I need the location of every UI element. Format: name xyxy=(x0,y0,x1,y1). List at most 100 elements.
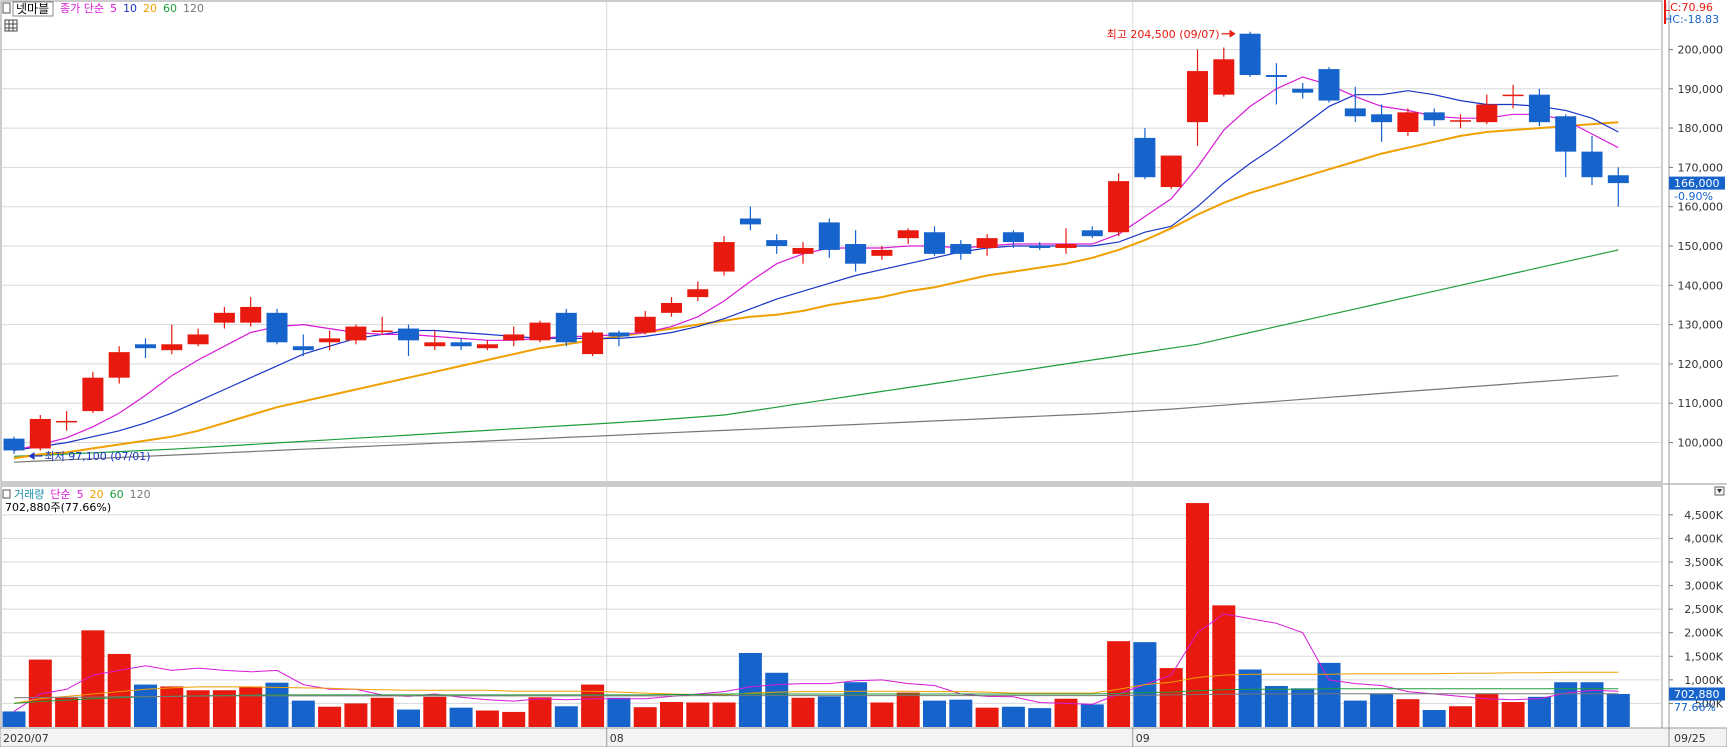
candle-body xyxy=(1581,151,1603,178)
candle-body xyxy=(739,218,761,225)
price-legend: 넷마블 종가 단순 5 10 20 60 120 LC:70.96 HC:-18.83 xyxy=(2,0,1719,32)
candle xyxy=(950,240,972,260)
price-tick-label: 200,000 xyxy=(1678,43,1724,56)
ma-line-10 xyxy=(13,90,1619,451)
volume-y-axis: 500K 1,000K 1,500K 2,000K 2,500K 3,000K 3,500K… xyxy=(1668,484,1724,728)
candle xyxy=(1213,47,1235,97)
x-axis: 2020/07 08 09 09/25 xyxy=(0,727,1727,748)
candle-body xyxy=(1528,94,1550,123)
legend-item: 5 xyxy=(77,488,84,501)
volume-panel[interactable] xyxy=(0,485,1663,729)
price-tick-label: 180,000 xyxy=(1678,122,1724,135)
candle xyxy=(1344,86,1366,123)
candle xyxy=(792,242,814,264)
volume-tick-label: 2,500K xyxy=(1684,603,1723,616)
candle xyxy=(1607,167,1629,207)
candle xyxy=(661,297,682,317)
candle xyxy=(1423,108,1445,127)
volume-bar xyxy=(738,652,762,727)
candle-body xyxy=(1265,75,1287,77)
x-tick-label: 2020/07 xyxy=(3,732,49,745)
volume-bar xyxy=(370,697,394,727)
legend-item: 단순 xyxy=(50,488,70,501)
legend-item: 60 xyxy=(163,2,177,15)
volume-bar xyxy=(975,707,999,727)
candle-body xyxy=(818,222,840,250)
volume-bar xyxy=(186,690,210,727)
volume-bar xyxy=(844,682,868,727)
candle-body xyxy=(1423,112,1445,121)
legend-item: 5 xyxy=(110,2,117,15)
volume-bar xyxy=(291,700,315,727)
candle xyxy=(56,411,78,431)
candle xyxy=(1555,114,1577,178)
volume-bar xyxy=(870,702,894,727)
candle-body xyxy=(713,242,735,272)
candle-body xyxy=(187,334,209,345)
candle xyxy=(739,206,761,231)
candle xyxy=(161,324,183,355)
price-tick-label: 120,000 xyxy=(1678,358,1724,371)
high-arrow-icon xyxy=(1221,29,1236,38)
candle-body xyxy=(976,238,998,248)
candle xyxy=(1108,173,1130,237)
grid-toggle-icon[interactable] xyxy=(4,19,18,32)
volume-bar xyxy=(1264,685,1288,727)
volume-grid xyxy=(1,514,1662,704)
legend-item: 10 xyxy=(123,2,137,15)
volume-bar xyxy=(423,696,447,727)
legend-item: 120 xyxy=(183,2,204,15)
volume-bars xyxy=(2,503,1630,727)
candle xyxy=(187,328,209,347)
candle xyxy=(687,281,709,302)
candle xyxy=(135,338,156,359)
high-arrow-head xyxy=(1229,29,1236,38)
price-panel[interactable] xyxy=(0,0,1663,483)
candle-body xyxy=(1187,71,1208,123)
legend-item: 60 xyxy=(110,488,124,501)
candle-body xyxy=(1502,94,1524,97)
volume-bar xyxy=(765,672,789,727)
volume-bar xyxy=(1028,708,1052,727)
candle xyxy=(3,436,25,454)
volume-bar xyxy=(1475,693,1499,727)
candle xyxy=(766,234,788,254)
candle-body xyxy=(503,334,525,341)
panel-menu-icon[interactable] xyxy=(2,2,11,14)
volume-bar xyxy=(896,692,920,727)
candle-body xyxy=(345,326,367,341)
candle xyxy=(818,218,840,258)
candle xyxy=(713,236,735,276)
candle xyxy=(450,338,472,351)
volume-bar xyxy=(55,697,79,727)
candle xyxy=(924,226,945,256)
x-tick-label: 08 xyxy=(610,732,624,745)
high-annotation: 최고 204,500 (09/07) xyxy=(1107,28,1220,41)
volume-bar xyxy=(1159,668,1183,727)
collapse-icon[interactable] xyxy=(1714,486,1725,496)
candle-body xyxy=(476,344,498,349)
volume-bar xyxy=(28,659,52,727)
candle-body xyxy=(1108,181,1130,233)
candle xyxy=(871,246,893,260)
volume-tick-label: 3,500K xyxy=(1684,556,1723,569)
volume-bar xyxy=(1054,698,1078,727)
candle-body xyxy=(82,377,104,412)
volume-bar xyxy=(1449,706,1472,727)
candle xyxy=(1160,155,1182,189)
volume-bar xyxy=(265,682,289,727)
candle-body xyxy=(766,240,788,246)
legend-item: 종가 단순 xyxy=(60,2,104,15)
lc-value: LC:70.96 xyxy=(1664,1,1713,14)
candle xyxy=(503,326,525,347)
stock-name-box[interactable] xyxy=(12,1,54,17)
price-vertical-grid xyxy=(606,1,1134,482)
volume-bar xyxy=(660,702,683,727)
volume-menu-icon[interactable] xyxy=(2,489,11,499)
candle xyxy=(976,234,998,256)
volume-bar xyxy=(1080,704,1104,727)
volume-bar xyxy=(1107,641,1131,727)
low-arrow-icon xyxy=(28,451,43,460)
candle xyxy=(1002,230,1024,248)
candle xyxy=(108,346,130,384)
